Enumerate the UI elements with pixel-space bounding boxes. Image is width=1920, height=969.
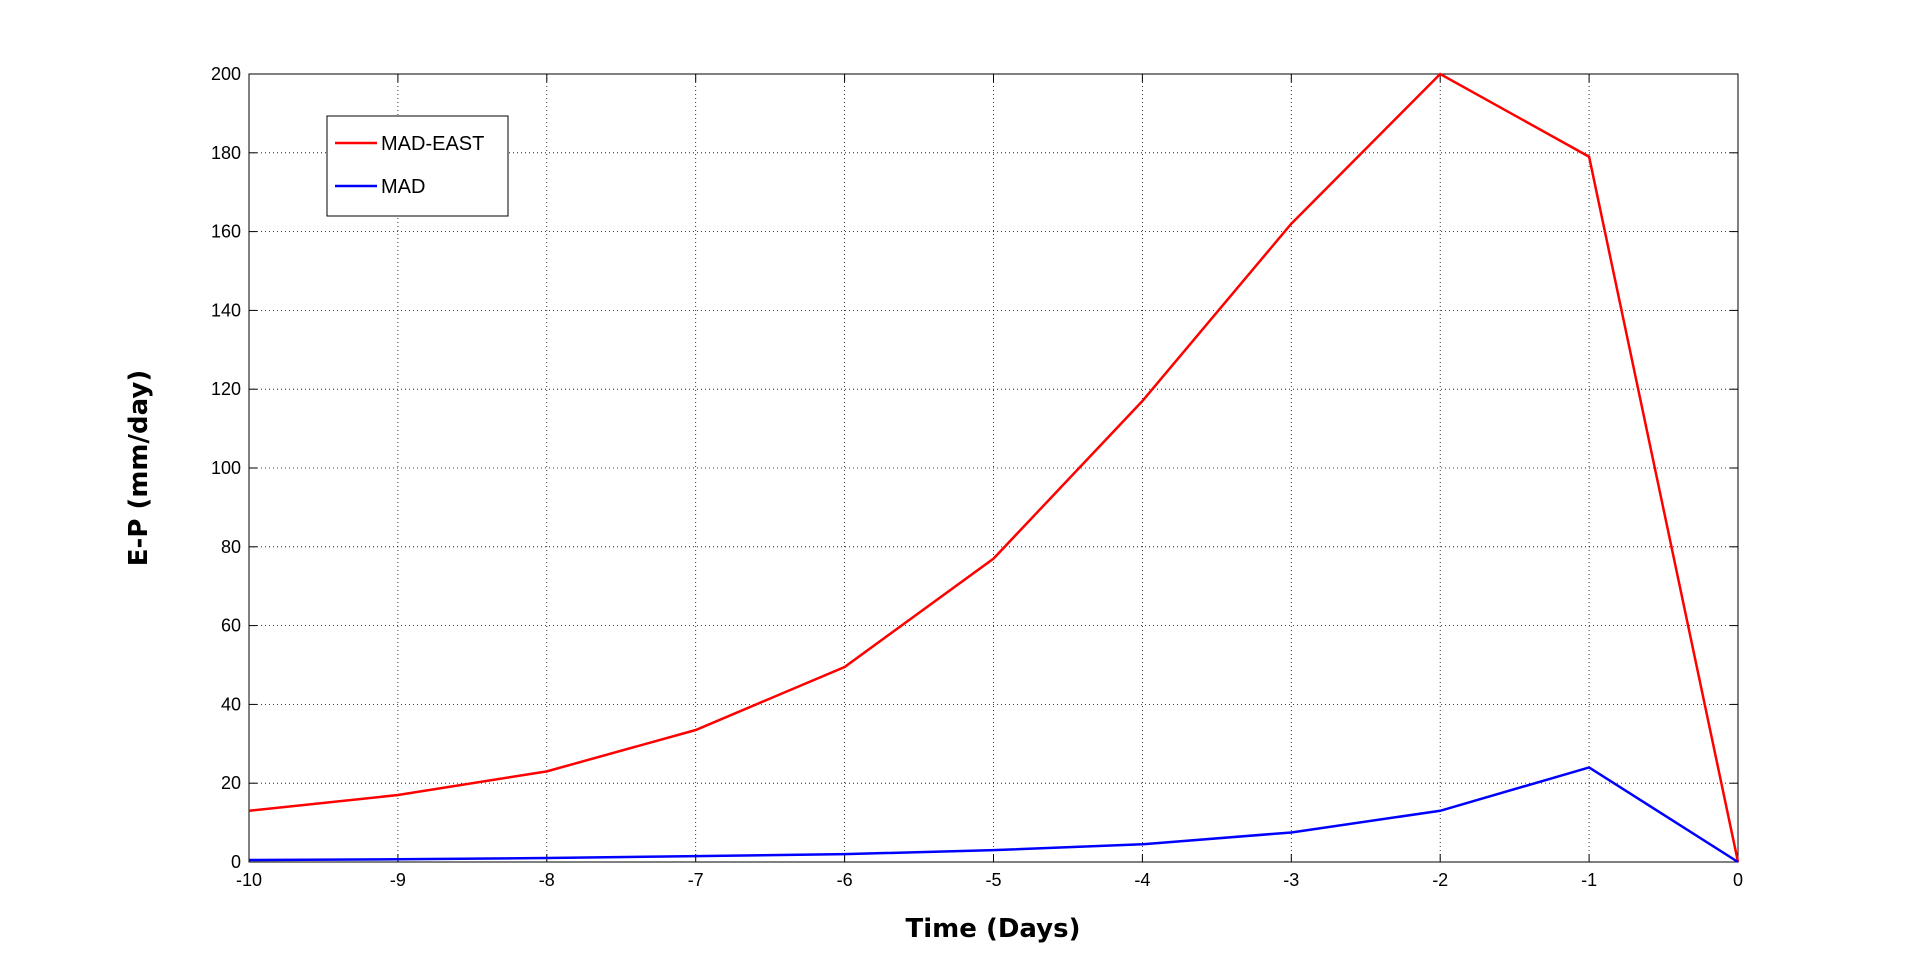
x-tick-label: -6 xyxy=(837,870,853,890)
y-tick-label: 80 xyxy=(221,537,241,557)
y-tick-label: 140 xyxy=(211,300,241,320)
x-tick-label: -1 xyxy=(1581,870,1597,890)
legend-label: MAD xyxy=(381,176,425,198)
legend-label: MAD-EAST xyxy=(381,133,484,155)
y-tick-label: 120 xyxy=(211,379,241,399)
x-tick-label: -3 xyxy=(1283,870,1299,890)
x-tick-label: -7 xyxy=(688,870,704,890)
x-tick-label: -9 xyxy=(390,870,406,890)
x-tick-label: -5 xyxy=(985,870,1001,890)
y-tick-label: 160 xyxy=(211,222,241,242)
x-tick-label: -10 xyxy=(236,870,262,890)
x-axis-label: Time (Days) xyxy=(906,914,1081,944)
y-axis-label: E-P (mm/day) xyxy=(124,370,154,566)
x-tick-label: -2 xyxy=(1432,870,1448,890)
y-tick-label: 60 xyxy=(221,616,241,636)
y-tick-label: 180 xyxy=(211,143,241,163)
x-tick-label: 0 xyxy=(1733,870,1743,890)
y-tick-label: 100 xyxy=(211,458,241,478)
y-tick-label: 0 xyxy=(231,852,241,872)
y-tick-label: 20 xyxy=(221,773,241,793)
legend-box xyxy=(326,115,509,217)
data-line xyxy=(248,72,1740,863)
x-tick-label: -4 xyxy=(1134,870,1150,890)
x-tick-label: -8 xyxy=(539,870,555,890)
y-tick-label: 200 xyxy=(211,64,241,84)
y-tick-label: 40 xyxy=(221,694,241,714)
data-line xyxy=(248,766,1739,864)
plot-frame xyxy=(248,73,1739,863)
